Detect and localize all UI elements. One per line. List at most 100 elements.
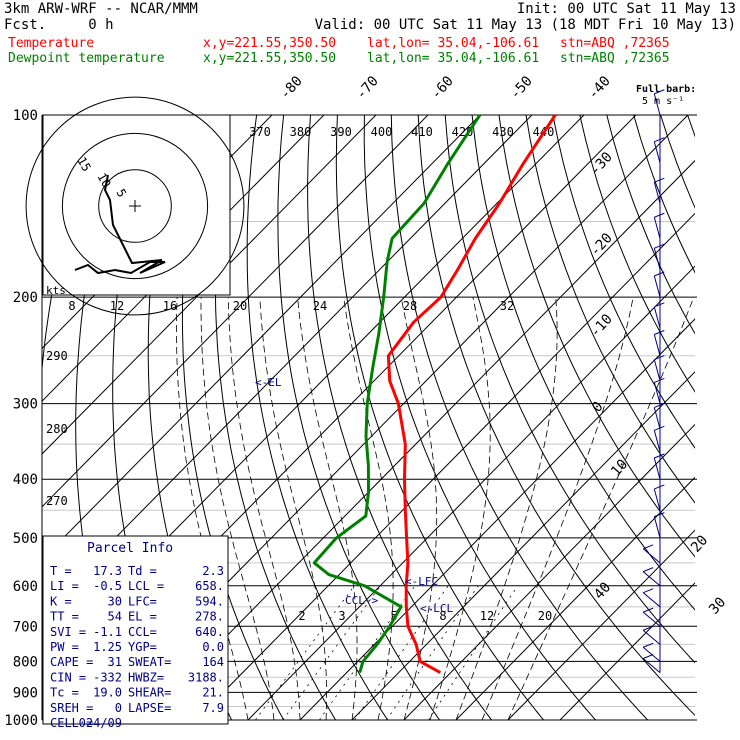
parcel-info-cell: TT = [50, 610, 79, 624]
hodograph-units-label: kts [46, 284, 66, 297]
dewpoint-xy: x,y=221.55,350.50 [203, 51, 337, 66]
pressure-tick-label: 400 [13, 472, 38, 488]
dry-adiabat-line [214, 115, 337, 720]
moist-adiabat-line [429, 297, 491, 720]
wind-barb-flag [654, 355, 665, 361]
parcel-info-cell: YGP= [128, 640, 157, 654]
wind-barb-flag [654, 512, 665, 518]
isotherm-line [42, 115, 429, 508]
pressure-tick-label: 500 [13, 531, 38, 547]
wind-barb-flag [654, 243, 665, 249]
moist-adiabat-line [455, 297, 558, 720]
wind-barb [653, 382, 661, 404]
parcel-info-cell: 3188. [188, 670, 224, 684]
mixing-ratio-label-lower: 8 [439, 609, 446, 623]
isotherm-line [507, 529, 695, 720]
mixing-ratio-label-upper: 28 [403, 299, 417, 313]
hodograph-trace [103, 174, 163, 265]
dry-adiabat-line [444, 115, 695, 664]
theta-label: 380 [290, 125, 312, 139]
dry-adiabat-line [552, 115, 695, 449]
hodograph-trace-low [74, 259, 166, 275]
mixing-ratio-label-upper: 32 [500, 299, 514, 313]
pressure-tick-label: 700 [13, 619, 38, 635]
wind-barb-flag [654, 137, 665, 143]
parcel-info-cell: 164 [202, 655, 224, 669]
mixing-ratio-line [282, 585, 381, 720]
moist-adiabat-line [507, 296, 695, 720]
isotherm-label: -40 [585, 73, 614, 103]
temperature-latlon: lat,lon= 35.04,-106.61 [367, 36, 540, 51]
wind-barb-flag [654, 377, 665, 383]
wind-barb-flag [654, 484, 665, 490]
isotherm-label: 30 [706, 594, 729, 617]
parcel-info-cell: CELL = [50, 716, 93, 730]
forecast-hour: Fcst. 0 h [4, 17, 114, 33]
init-time: Init: 00 UTC Sat 11 May 13 [516, 1, 736, 17]
wind-barb [653, 217, 661, 239]
barb-legend-title: Full barb: [636, 84, 696, 95]
wind-barb [653, 306, 661, 329]
parcel-info-cell: 7.9 [202, 701, 224, 715]
dry-adiabat-line [525, 115, 695, 504]
isotherm-line [559, 582, 695, 720]
wind-barb [653, 457, 661, 480]
parcel-info-cell: 658. [195, 579, 224, 593]
parcel-info-cell: 0 [115, 701, 122, 715]
parcel-info-cell: 54 [108, 610, 122, 624]
temperature-xy: x,y=221.55,350.50 [203, 36, 337, 51]
theta-label: 390 [330, 125, 352, 139]
isotherm-label: -10 [587, 311, 616, 341]
dewpoint-latlon: lat,lon= 35.04,-106.61 [367, 51, 540, 66]
isotherm-line [42, 115, 377, 455]
valid-time: Valid: 00 UTC Sat 11 May 13 (18 MDT Fri … [314, 17, 736, 33]
pressure-tick-label: 300 [13, 397, 38, 413]
dry-adiabat-line [579, 115, 695, 393]
mixing-ratio-label-lower: 3 [338, 609, 345, 623]
theta-label: 430 [492, 125, 514, 139]
parcel-info-cell: 1.25 [93, 640, 122, 654]
wind-barb [653, 516, 661, 539]
parcel-info-cell: 30 [108, 594, 122, 608]
parcel-info-cell: LCL = [128, 579, 164, 593]
isotherm-label: -50 [507, 73, 536, 103]
wind-barb-flag [642, 544, 654, 550]
wind-barb [642, 658, 661, 674]
isotherm-label: -30 [587, 149, 616, 179]
hodograph-ring [25, 96, 245, 316]
temperature-profile [386, 114, 557, 674]
hodograph-panel [42, 114, 231, 296]
wind-barb-flag [654, 271, 665, 277]
wind-barb-flag [642, 588, 654, 594]
isotherm-line [455, 476, 695, 720]
wind-barb [642, 571, 661, 587]
dry-adiabat-line [498, 115, 695, 558]
moist-adiabat-line [259, 297, 328, 720]
isotherm-line [247, 265, 695, 720]
wind-barb-flag [642, 654, 654, 659]
wind-barb [653, 407, 661, 429]
dry-adiabat-line [277, 115, 441, 720]
theta-left-label: 290 [46, 349, 68, 363]
barb-legend-units: 5 m s⁻¹ [642, 96, 684, 107]
wind-barb-flag [642, 607, 654, 613]
pressure-tick-label: 800 [13, 654, 38, 670]
parcel-info-cell: Tc = [50, 686, 79, 700]
theta-label: 400 [371, 125, 393, 139]
el-annotation: <-EL [255, 376, 282, 389]
isotherm-line [403, 423, 695, 720]
mixing-ratio-label-lower: 20 [538, 609, 552, 623]
parcel-info-cell: 19.0 [93, 686, 122, 700]
dry-adiabat-line [363, 115, 596, 720]
mixing-ratio-label-upper: 24 [313, 299, 327, 313]
parcel-info-title: Parcel Info [87, 541, 173, 556]
dewpoint-station: stn=ABQ ,72365 [560, 51, 670, 66]
wind-barb [642, 548, 661, 564]
hodograph-ring-label: 15 [74, 155, 93, 175]
parcel-info-cell: 640. [195, 625, 224, 639]
isotherm-label: 0 [589, 399, 607, 416]
wind-barb [642, 629, 661, 645]
parcel-info-cell: 024/09 [79, 716, 122, 730]
dry-adiabat-line [660, 115, 695, 209]
